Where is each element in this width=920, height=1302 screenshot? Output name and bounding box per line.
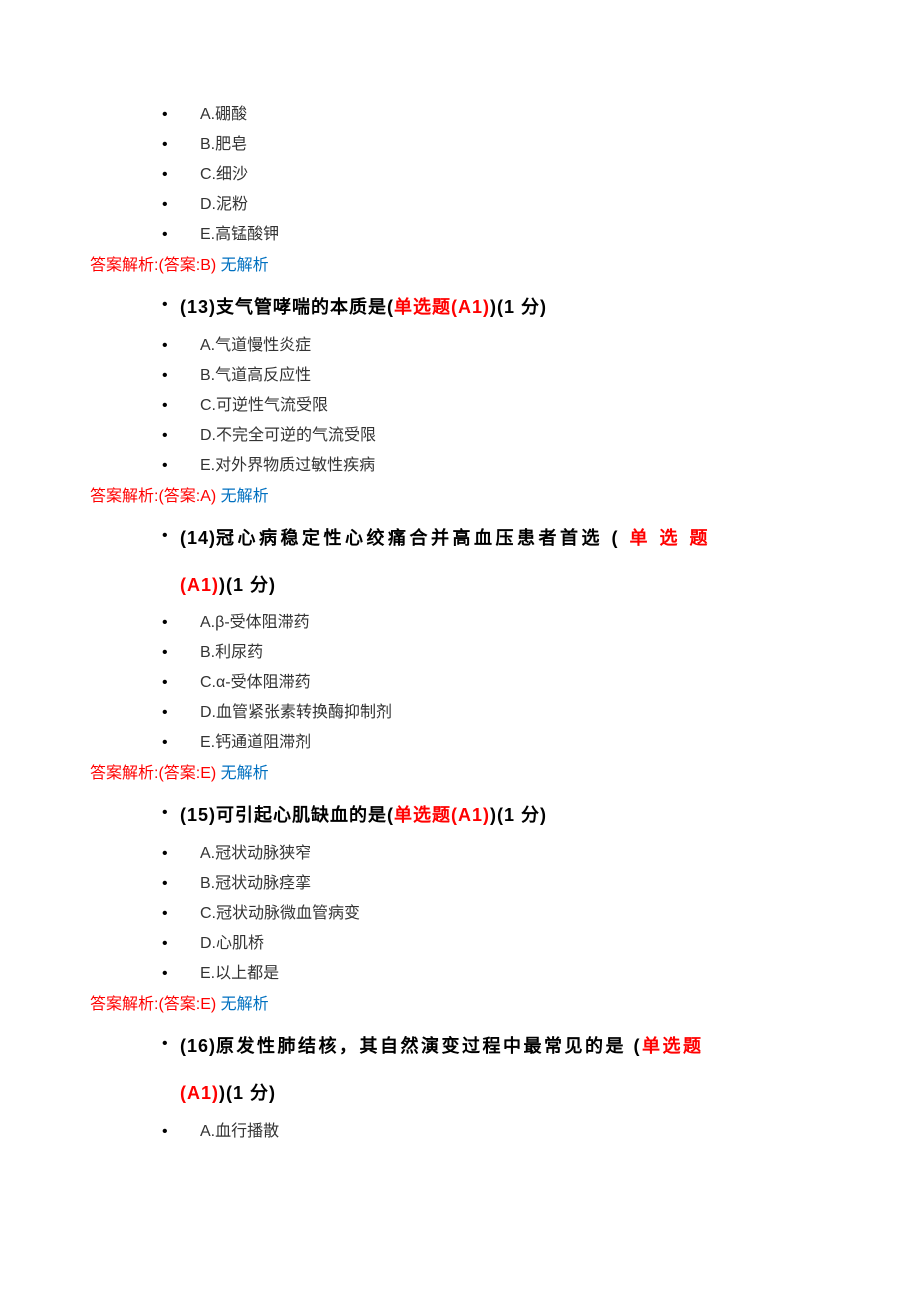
question-points: )(1 分) — [490, 805, 547, 825]
question-type-part2: (A1) — [180, 1083, 219, 1103]
list-item: D.泥粉 — [90, 190, 830, 220]
option-label: D.心肌桥 — [200, 935, 264, 952]
question-number: (14) — [180, 528, 216, 548]
list-item: B.肥皂 — [90, 130, 830, 160]
option-label: D.不完全可逆的气流受限 — [200, 427, 376, 444]
list-item: C.冠状动脉微血管病变 — [90, 899, 830, 929]
question-stem: (14)冠心病稳定性心绞痛合并高血压患者首选 ( 单 选 题 (A1))(1 分… — [90, 515, 830, 609]
question-type-part2: (A1) — [180, 575, 219, 595]
answer-prefix: 答案解析:(答案: — [90, 765, 200, 782]
list-item: E.钙通道阻滞剂 — [90, 728, 830, 758]
answer-prefix: 答案解析:(答案: — [90, 488, 200, 505]
question-number: (16) — [180, 1036, 216, 1056]
question-type: 单选题(A1) — [394, 805, 490, 825]
option-label: A.气道慢性炎症 — [200, 337, 311, 354]
list-item: E.对外界物质过敏性疾病 — [90, 451, 830, 481]
option-label: A.β-受体阻滞药 — [200, 614, 310, 631]
no-analysis: 无解析 — [216, 765, 268, 782]
question-block-15: (15)可引起心肌缺血的是(单选题(A1))(1 分) A.冠状动脉狭窄 B.冠… — [90, 792, 830, 989]
option-label: C.α-受体阻滞药 — [200, 674, 311, 691]
answer-value: E — [200, 765, 211, 782]
option-label: B.冠状动脉痉挛 — [200, 875, 311, 892]
option-label: B.肥皂 — [200, 136, 247, 153]
question-text: 可引起心肌缺血的是( — [216, 805, 394, 825]
question-text: 支气管哮喘的本质是( — [216, 297, 394, 317]
question-type-part1: 单选题 — [642, 1036, 704, 1056]
answer-analysis: 答案解析:(答案:E) 无解析 — [90, 991, 830, 1019]
option-label: E.钙通道阻滞剂 — [200, 734, 311, 751]
document-body: A.硼酸 B.肥皂 C.细沙 D.泥粉 E.高锰酸钾 — [90, 100, 830, 250]
option-label: C.冠状动脉微血管病变 — [200, 905, 360, 922]
option-label: B.利尿药 — [200, 644, 263, 661]
answer-prefix: 答案解析:(答案: — [90, 257, 200, 274]
option-label: B.气道高反应性 — [200, 367, 311, 384]
option-label: D.泥粉 — [200, 196, 248, 213]
list-item: C.细沙 — [90, 160, 830, 190]
list-item: C.可逆性气流受限 — [90, 391, 830, 421]
option-label: E.以上都是 — [200, 965, 279, 982]
no-analysis: 无解析 — [216, 996, 268, 1013]
no-analysis: 无解析 — [216, 488, 268, 505]
list-item: D.不完全可逆的气流受限 — [90, 421, 830, 451]
answer-value: A — [200, 488, 211, 505]
list-item: B.气道高反应性 — [90, 361, 830, 391]
question-points: )(1 分) — [490, 297, 547, 317]
list-item: A.气道慢性炎症 — [90, 331, 830, 361]
question-type: 单选题(A1) — [394, 297, 490, 317]
list-item: A.硼酸 — [90, 100, 830, 130]
answer-analysis: 答案解析:(答案:E) 无解析 — [90, 760, 830, 788]
question-block-16: (16)原发性肺结核，其自然演变过程中最常见的是 (单选题 (A1))(1 分)… — [90, 1023, 830, 1147]
list-item: E.高锰酸钾 — [90, 220, 830, 250]
list-item: A.血行播散 — [90, 1117, 830, 1147]
option-label: A.血行播散 — [200, 1123, 279, 1140]
question-points: )(1 分) — [219, 575, 276, 595]
answer-prefix: 答案解析:(答案: — [90, 996, 200, 1013]
answer-value: E — [200, 996, 211, 1013]
question-block-14: (14)冠心病稳定性心绞痛合并高血压患者首选 ( 单 选 题 (A1))(1 分… — [90, 515, 830, 759]
question-text: 原发性肺结核，其自然演变过程中最常见的是 ( — [216, 1036, 642, 1056]
question-type-part1: 单 选 题 — [630, 528, 712, 548]
option-label: A.硼酸 — [200, 106, 247, 123]
question-points: )(1 分) — [219, 1083, 276, 1103]
answer-analysis: 答案解析:(答案:B) 无解析 — [90, 252, 830, 280]
question-stem: (13)支气管哮喘的本质是(单选题(A1))(1 分) — [90, 284, 830, 331]
question-number: (13) — [180, 297, 216, 317]
list-item: D.血管紧张素转换酶抑制剂 — [90, 698, 830, 728]
answer-value: B — [200, 257, 211, 274]
list-item: D.心肌桥 — [90, 929, 830, 959]
option-label: A.冠状动脉狭窄 — [200, 845, 311, 862]
option-label: D.血管紧张素转换酶抑制剂 — [200, 704, 392, 721]
question-number: (15) — [180, 805, 216, 825]
list-item: A.冠状动脉狭窄 — [90, 839, 830, 869]
question-block-13: (13)支气管哮喘的本质是(单选题(A1))(1 分) A.气道慢性炎症 B.气… — [90, 284, 830, 481]
list-item: E.以上都是 — [90, 959, 830, 989]
list-item: B.利尿药 — [90, 638, 830, 668]
list-item: B.冠状动脉痉挛 — [90, 869, 830, 899]
question-text: 冠心病稳定性心绞痛合并高血压患者首选 ( — [216, 528, 630, 548]
option-label: E.高锰酸钾 — [200, 226, 279, 243]
option-label: C.细沙 — [200, 166, 248, 183]
question-stem: (15)可引起心肌缺血的是(单选题(A1))(1 分) — [90, 792, 830, 839]
question-stem: (16)原发性肺结核，其自然演变过程中最常见的是 (单选题 (A1))(1 分) — [90, 1023, 830, 1117]
list-item: A.β-受体阻滞药 — [90, 608, 830, 638]
no-analysis: 无解析 — [216, 257, 268, 274]
option-label: C.可逆性气流受限 — [200, 397, 328, 414]
answer-analysis: 答案解析:(答案:A) 无解析 — [90, 483, 830, 511]
option-label: E.对外界物质过敏性疾病 — [200, 457, 375, 474]
list-item: C.α-受体阻滞药 — [90, 668, 830, 698]
